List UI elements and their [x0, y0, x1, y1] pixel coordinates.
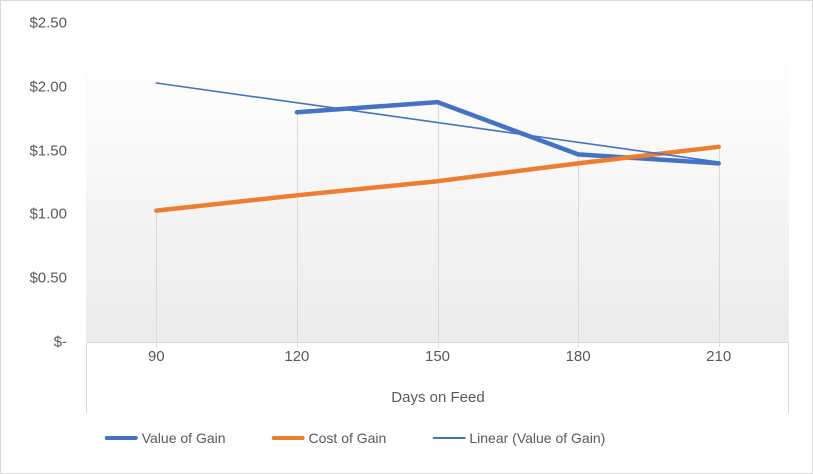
y-tick-label: $1.00	[29, 205, 67, 223]
legend-label: Cost of Gain	[308, 430, 387, 446]
x-tick-label: 90	[147, 348, 165, 365]
y-tick-label: $1.50	[29, 142, 67, 160]
legend-line-swatch	[271, 436, 305, 440]
legend-item-value-of-gain: Value of Gain	[104, 430, 226, 446]
x-tick-label: 150	[424, 348, 451, 365]
x-tick-label: 210	[706, 348, 732, 365]
x-tick-label: 180	[565, 348, 591, 365]
legend-label: Value of Gain	[141, 430, 226, 446]
legend-item-linear-value-of-gain: Linear (Value of Gain)	[432, 430, 605, 446]
y-tick-label: $0.50	[29, 269, 67, 287]
y-tick-label: $-	[53, 333, 67, 351]
y-tick-label: $2.00	[29, 78, 67, 96]
legend-line-swatch	[104, 436, 138, 440]
legend: Value of Gain Cost of Gain Linear (Value o…	[104, 430, 605, 446]
series-line-1	[154, 144, 721, 213]
legend-line-swatch	[432, 437, 466, 439]
series-line-2	[155, 82, 720, 163]
x-axis-title: Days on Feed	[391, 389, 485, 406]
legend-label: Linear (Value of Gain)	[469, 430, 606, 446]
series-line-0	[294, 99, 721, 166]
x-tick-label: 120	[284, 348, 310, 365]
legend-item-cost-of-gain: Cost of Gain	[271, 430, 387, 446]
y-tick-label: $2.50	[29, 14, 67, 32]
